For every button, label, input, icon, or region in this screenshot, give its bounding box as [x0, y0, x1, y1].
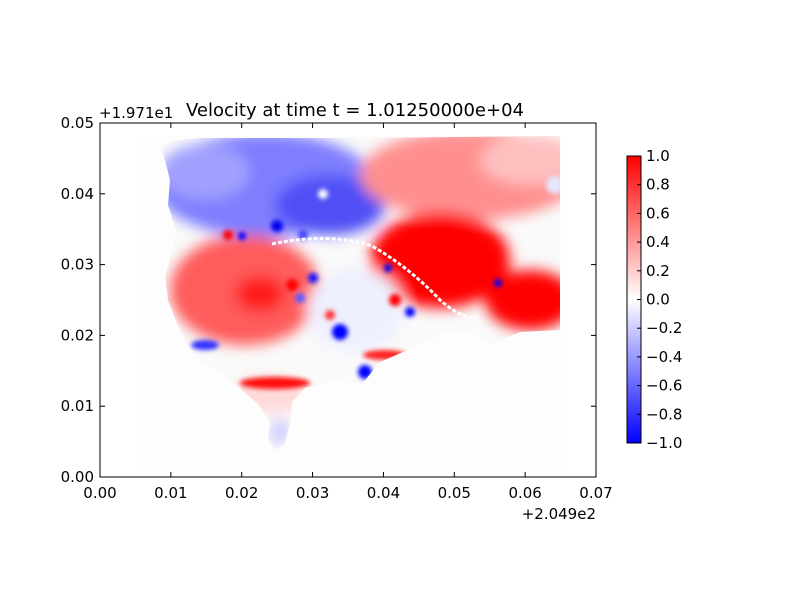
- x-tick-label: 0.00: [83, 484, 116, 502]
- y-tick-label: 0.03: [61, 256, 94, 274]
- colorbar-tick-label: 0.6: [646, 204, 670, 222]
- colorbar-tick-label: −0.2: [646, 319, 682, 337]
- y-tick-label: 0.01: [61, 397, 94, 415]
- colorbar-tick-label: 0.4: [646, 233, 670, 251]
- colorbar-tick-label: 0.2: [646, 262, 670, 280]
- colorbar-tick-label: −0.4: [646, 348, 682, 366]
- x-tick-label: 0.03: [296, 484, 329, 502]
- x-tick-label: 0.01: [154, 484, 187, 502]
- colorbar-tick-label: 1.0: [646, 147, 670, 165]
- x-tick-label: 0.04: [367, 484, 400, 502]
- colorbar-tick-label: −1.0: [646, 434, 682, 452]
- velocity-field: [136, 136, 562, 470]
- colorbar-axis: 1.0 0.8 0.6 0.4 0.2 0.0 −0.2 −0.4 −0.6 −0.8 −1.0: [637, 147, 682, 452]
- colorbar-tick-label: −0.8: [646, 405, 682, 423]
- x-tick-label: 0.06: [508, 484, 541, 502]
- y-offset-label: +1.971e1: [99, 104, 173, 122]
- x-tick-label: 0.05: [438, 484, 471, 502]
- y-tick-label: 0.00: [61, 468, 94, 486]
- y-tick-label: 0.05: [61, 114, 94, 132]
- y-tick-label: 0.04: [61, 185, 94, 203]
- plot-frame: [99, 122, 597, 478]
- chart-title: Velocity at time t = 1.01250000e+04: [186, 100, 524, 121]
- x-offset-label: +2.049e2: [522, 505, 596, 523]
- x-axis: 0.00 0.01 0.02 0.03 0.04 0.05 0.06 0.07: [83, 123, 613, 502]
- colorbar-tick-label: 0.0: [646, 291, 670, 309]
- x-tick-label: 0.07: [579, 484, 612, 502]
- colorbar-tick-label: 0.8: [646, 176, 670, 194]
- y-tick-label: 0.02: [61, 326, 94, 344]
- x-tick-label: 0.02: [225, 484, 258, 502]
- colorbar-tick-label: −0.6: [646, 377, 682, 395]
- y-axis: 0.00 0.01 0.02 0.03 0.04 0.05: [61, 114, 596, 486]
